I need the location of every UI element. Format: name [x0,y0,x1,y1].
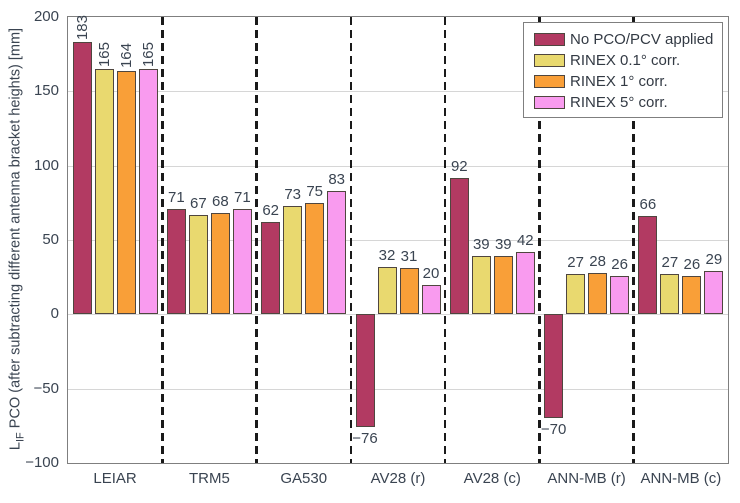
group-separator [538,17,541,463]
bar-GA530-series0 [261,222,281,315]
y-axis-label-rest: PCO (after subtracting different antenna… [7,27,24,433]
y-axis-label-prefix: L [7,442,24,451]
bar-ANN-MB (r)-series0 [544,314,564,419]
bar-AV28 (r)-series3 [421,284,441,315]
bar-value-label: 165 [95,41,113,67]
bar-value-label: −76 [352,430,378,448]
bar-value-label: 71 [234,188,251,206]
y-tick-label: 150 [33,82,59,100]
bar-value-label: 75 [306,182,324,200]
x-category-label: LEIAR [93,470,137,487]
legend-swatch [534,75,565,88]
legend: No PCO/PCV applied RINEX 0.1° corr. RINEX … [523,22,723,118]
y-axis-label: LIF PCO (after subtracting different ant… [8,28,27,450]
gridline [68,91,728,93]
bar-value-label: 73 [284,185,302,203]
group-separator [349,17,353,463]
bar-value-label: 31 [400,248,418,266]
bar-GA530-series1 [283,205,303,315]
bar-value-label: 183 [73,15,91,41]
bar-AV28 (c)-series2 [493,256,513,315]
bar-GA530-series2 [305,202,325,315]
bar-TRM5-series1 [188,214,208,315]
y-tick-label: −50 [33,379,59,397]
bar-value-label: 26 [611,255,628,273]
legend-label: RINEX 1° corr. [570,73,668,90]
bar-value-label: 92 [450,157,468,175]
bar-value-label: 62 [262,202,280,220]
legend-swatch [534,96,565,109]
x-category-label: ANN-MB (c) [640,470,722,487]
bar-LEIAR-series0 [72,42,92,315]
bar-LEIAR-series2 [116,70,136,315]
x-category-label: GA530 [280,470,328,487]
group-separator [632,17,635,463]
bar-value-label: 67 [190,194,207,212]
gridline [68,240,728,241]
legend-swatch [534,33,565,46]
legend-label: No PCO/PCV applied [570,31,714,48]
legend-label: RINEX 5° corr. [570,94,668,111]
y-tick-label: 0 [50,305,59,323]
bar-ANN-MB (r)-series1 [566,274,586,315]
bar-TRM5-series3 [232,208,252,315]
y-tick-label: 200 [33,8,59,25]
group-separator [255,17,258,463]
bar-value-label: 29 [705,251,723,269]
y-tick-label: 50 [42,231,59,248]
bar-GA530-series3 [327,190,347,315]
bar-AV28 (r)-series0 [355,314,375,428]
x-category-label: ANN-MB (r) [547,470,626,487]
bar-value-label: 39 [494,236,512,254]
bar-ANN-MB (r)-series2 [588,272,608,315]
bar-value-label: 27 [567,254,584,272]
bar-value-label: 71 [168,188,185,206]
bar-value-label: 26 [683,255,701,273]
bar-TRM5-series2 [210,213,230,315]
gridline [68,388,728,390]
bar-value-label: −70 [540,421,567,439]
gridline [68,165,728,167]
bar-ANN-MB (r)-series3 [610,275,630,315]
bar-value-label: 83 [328,170,346,188]
bar-AV28 (r)-series1 [377,266,397,315]
bar-LEIAR-series1 [94,69,114,315]
legend-label: RINEX 0.1° corr. [570,52,681,69]
bar-value-label: 165 [139,41,157,67]
bar-value-label: 32 [378,246,396,264]
group-separator [161,17,164,463]
y-tick-label: −100 [25,454,59,471]
legend-row: RINEX 1° corr. [534,71,722,92]
bar-ANN-MB (c)-series1 [660,274,680,315]
bar-value-label: 28 [589,252,606,270]
x-category-label: AV28 (c) [463,470,521,487]
bar-AV28 (c)-series1 [471,256,491,315]
bar-value-label: 27 [661,254,679,272]
bar-value-label: 164 [117,43,135,69]
x-category-label: AV28 (r) [370,470,426,487]
gridline [68,314,728,316]
bar-value-label: 42 [516,231,534,249]
legend-row: No PCO/PCV applied [534,29,722,50]
bar-value-label: 20 [422,264,440,282]
legend-swatch [534,54,565,67]
bar-ANN-MB (c)-series3 [704,271,724,315]
y-tick-label: 100 [33,156,59,174]
group-separator [443,17,447,463]
bar-TRM5-series0 [166,208,186,315]
legend-row: RINEX 5° corr. [534,92,722,113]
bar-LEIAR-series3 [138,69,158,315]
bar-value-label: 39 [472,236,490,254]
bar-ANN-MB (c)-series2 [682,275,702,315]
bar-value-label: 68 [212,193,229,211]
x-category-label: TRM5 [188,470,230,487]
y-axis-label-subscript: IF [14,432,27,443]
bar-value-label: 66 [639,196,657,214]
bar-AV28 (r)-series2 [399,268,419,315]
bar-AV28 (c)-series0 [449,177,469,315]
bar-AV28 (c)-series3 [515,251,535,315]
bar-ANN-MB (c)-series0 [638,216,658,315]
legend-row: RINEX 0.1° corr. [534,50,722,71]
